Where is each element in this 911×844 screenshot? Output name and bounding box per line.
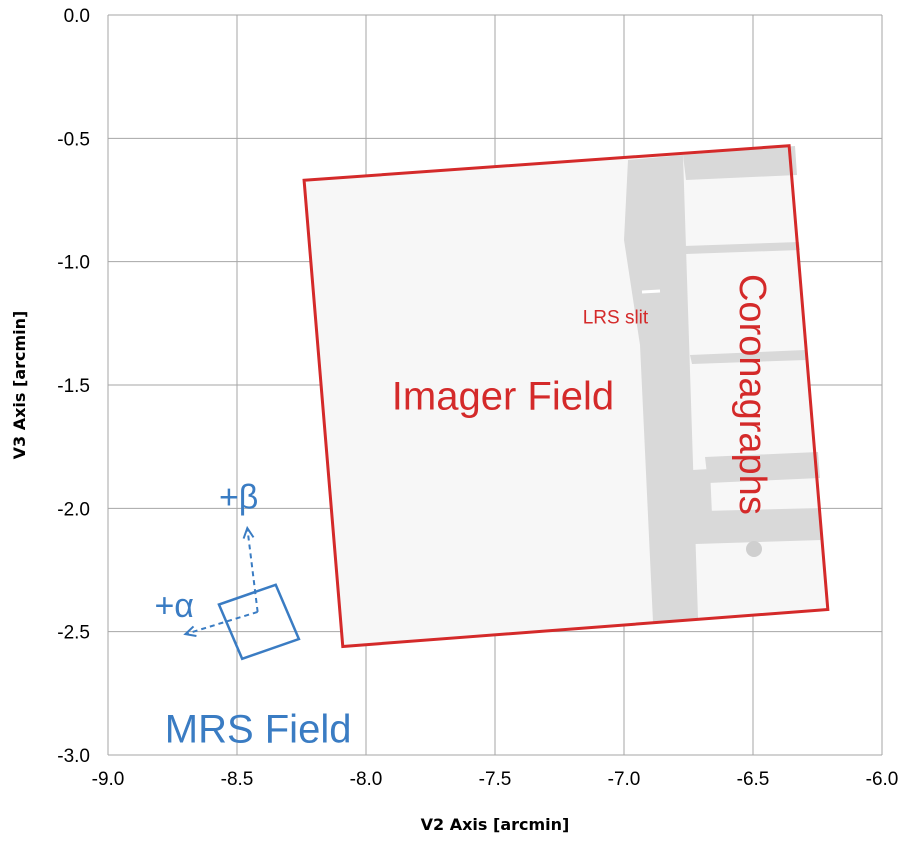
y-tick-label: -2.5	[57, 623, 90, 644]
x-tick-label: -7.0	[608, 769, 641, 790]
x-tick-label: -6.0	[866, 769, 899, 790]
y-tick-label: -1.5	[57, 376, 90, 397]
y-axis-title: V3 Axis [arcmin]	[10, 311, 29, 460]
x-axis-title: V2 Axis [arcmin]	[421, 815, 570, 834]
x-tick-label: -8.5	[221, 769, 254, 790]
coronagraphs-label: Coronagraphs	[731, 274, 773, 515]
alpha-arrowhead	[183, 625, 197, 637]
x-tick-label: -8.0	[350, 769, 383, 790]
x-tick-label: -7.5	[479, 769, 512, 790]
beta-arrowhead	[242, 525, 255, 539]
y-tick-label: -3.0	[57, 746, 90, 767]
coronagraph-divider	[705, 452, 820, 483]
alpha-axis-arrow	[185, 610, 258, 636]
coronagraph-top-band	[683, 146, 797, 180]
imager-detector-structure	[624, 146, 822, 622]
beta-axis-arrow	[246, 527, 259, 613]
lrs-slit-mark	[641, 289, 661, 294]
y-tick-label: -2.0	[57, 499, 90, 520]
tick-labels: -9.0 -8.5 -8.0 -7.5 -7.0 -6.5 -6.0 0.0 -0.5 -1.0 -…	[57, 6, 898, 790]
y-tick-label: -1.0	[57, 253, 90, 274]
lyot-region	[624, 155, 698, 622]
imager-field-outline	[302, 144, 830, 649]
coronagraph-divider	[692, 469, 712, 516]
lrs-slit-label: LRS slit	[583, 307, 649, 328]
coronagraph-divider	[662, 508, 822, 545]
y-tick-label: -0.5	[57, 129, 90, 150]
plot-area: Imager Field Coronagraphs LRS slit MRS Fiel…	[154, 144, 830, 752]
mrs-field-label: MRS Field	[165, 708, 352, 752]
imager-field-label: Imager Field	[392, 375, 614, 419]
beta-label: +β	[219, 478, 258, 516]
x-tick-label: -6.5	[737, 769, 770, 790]
alpha-label: +α	[154, 587, 194, 625]
mrs-field-outline	[217, 583, 301, 661]
detector-spot	[746, 541, 762, 557]
coronagraph-divider	[684, 242, 800, 254]
y-tick-label: 0.0	[64, 6, 90, 27]
coronagraph-divider	[690, 350, 806, 364]
x-tick-label: -9.0	[92, 769, 125, 790]
